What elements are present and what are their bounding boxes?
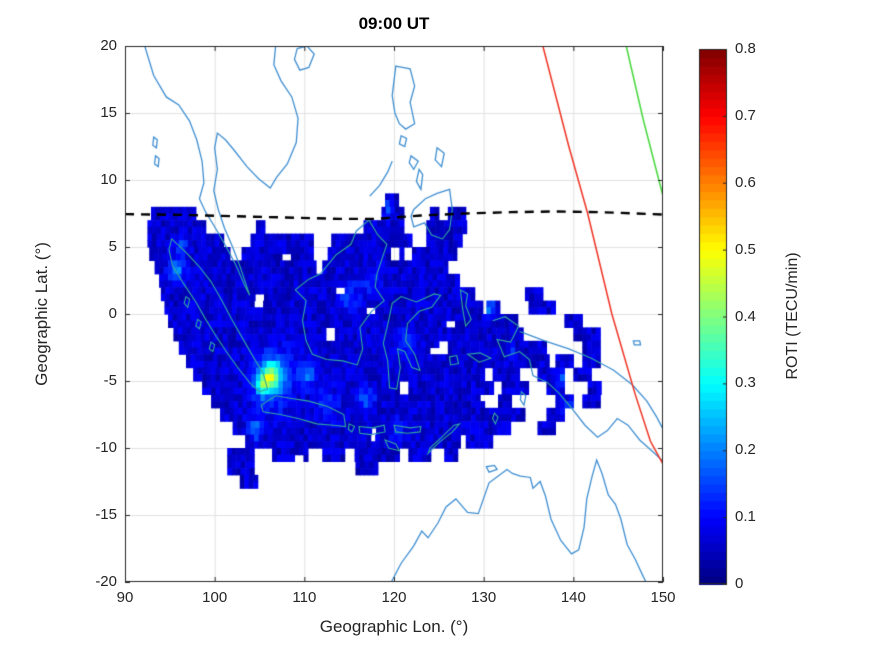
x-axis-label: Geographic Lon. (°) — [319, 617, 469, 636]
x-tick-label-150: 150 — [650, 589, 676, 606]
x-tick-label-110: 110 — [292, 589, 317, 606]
x-tick-label-100: 100 — [202, 589, 228, 606]
colorbar-tick-label-0.6: 0.6 — [735, 173, 756, 191]
colorbar-tick-label-0.1: 0.1 — [735, 508, 756, 526]
y-tick-label-15: 15 — [100, 104, 117, 121]
colorbar-tick-label-0.8: 0.8 — [735, 40, 756, 57]
y-tick-label--15: -15 — [95, 506, 117, 523]
colorbar-tick-label-0.5: 0.5 — [735, 240, 756, 258]
y-axis-label: Geographic Lat. (°) — [32, 242, 51, 386]
colorbar-tick-label-0.4: 0.4 — [735, 307, 756, 325]
y-tick-label--20: -20 — [95, 573, 117, 590]
plot-title: 09:00 UT — [358, 14, 430, 33]
y-tick-label-10: 10 — [100, 171, 117, 188]
colorbar-tick-label-0: 0 — [735, 575, 744, 592]
y-tick-label-0: 0 — [108, 305, 117, 322]
y-tick-label-5: 5 — [108, 238, 117, 255]
x-tick-label-140: 140 — [560, 589, 586, 606]
colorbar-tick-label-0.7: 0.7 — [735, 106, 756, 124]
y-tick-label-20: 20 — [100, 37, 117, 54]
y-tick-label--10: -10 — [95, 439, 117, 456]
colorbar-tick-label-0.3: 0.3 — [735, 374, 756, 392]
x-tick-label-90: 90 — [116, 589, 134, 606]
x-tick-label-130: 130 — [471, 589, 497, 606]
x-tick-label-120: 120 — [381, 589, 407, 606]
colorbar-tick-label-0.2: 0.2 — [735, 441, 756, 459]
y-tick-label--5: -5 — [103, 372, 117, 389]
colorbar-label: ROTI (TECU/min) — [784, 252, 801, 380]
